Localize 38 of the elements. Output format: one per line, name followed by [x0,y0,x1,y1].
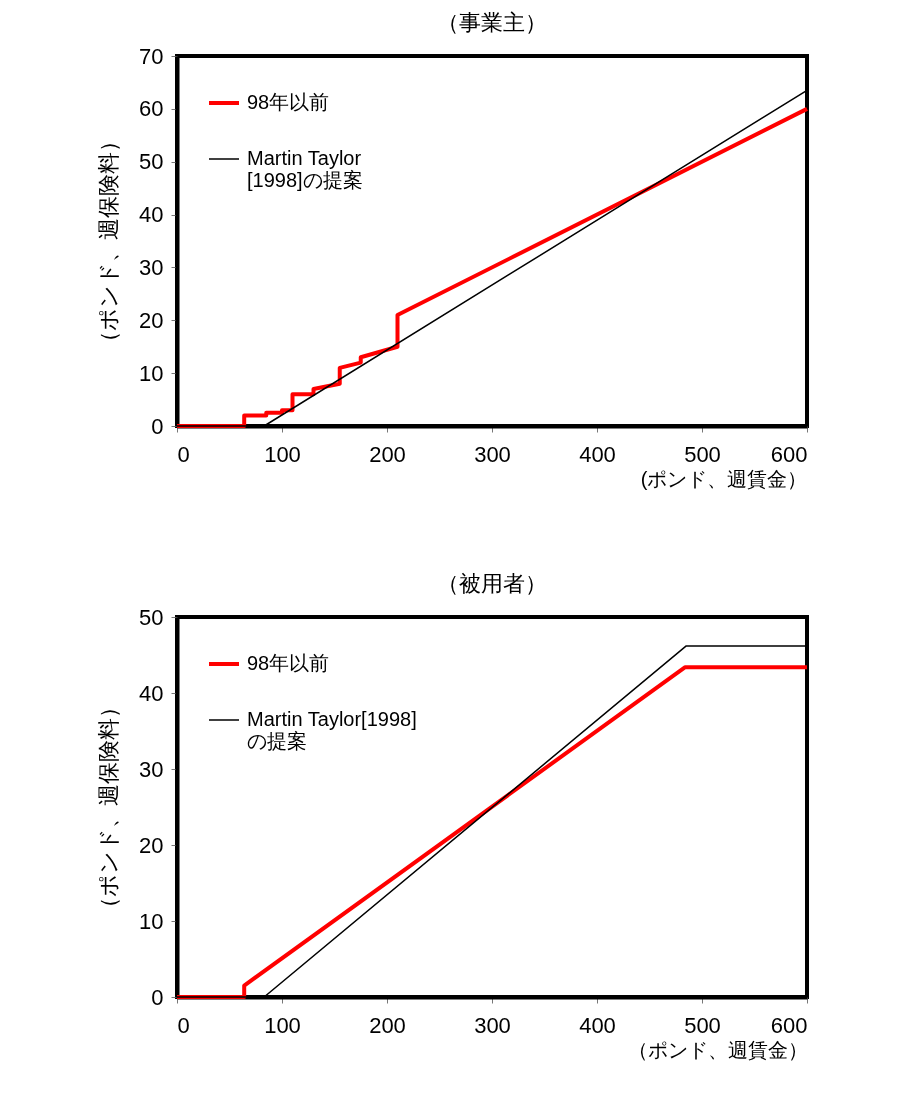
x-axis-title: （ポンド、週賃金） [627,1038,808,1061]
y-tick-label: 20 [139,832,164,858]
y-tick-label: 0 [151,413,164,439]
legend-label: 98年以前 [247,652,330,674]
y-tick-label: 10 [139,908,164,934]
x-tick-label: 300 [474,441,511,467]
y-tick-label: 50 [139,604,164,630]
x-tick-label: 400 [579,1012,616,1038]
y-tick-label: 10 [139,360,164,386]
x-tick-label: 300 [474,1012,511,1038]
x-tick-label: 500 [684,1012,721,1038]
y-tick-label: 30 [139,254,164,280]
legend-label: 98年以前 [247,91,330,113]
x-tick-label: 100 [264,1012,301,1038]
x-tick-label: 200 [369,441,406,467]
y-tick-label: 40 [139,680,164,706]
y-tick-label: 70 [139,43,164,69]
y-tick-label: 30 [139,756,164,782]
chart-title: （被用者） [437,571,547,596]
y-tick-label: 40 [139,202,164,228]
x-tick-label: 0 [177,1012,190,1038]
x-tick-label: 400 [579,441,616,467]
y-tick-label: 20 [139,307,164,333]
chart-title: （事業主） [437,10,547,35]
legend-label: Martin Taylor [1998]の提案 [247,147,363,191]
x-tick-label: 600 [770,441,808,467]
x-tick-label: 200 [369,1012,406,1038]
x-tick-label: 0 [177,441,190,467]
legend-label: Martin Taylor[1998] の提案 [247,708,417,752]
x-tick-label: 100 [264,441,301,467]
y-axis-title: （ポンド、週保険料） [96,696,122,919]
x-tick-label: 600 [770,1012,808,1038]
y-tick-label: 60 [139,96,164,122]
y-axis-title: （ポンド、週保険料） [96,130,122,353]
x-tick-label: 500 [684,441,721,467]
y-tick-label: 50 [139,149,164,175]
y-tick-label: 0 [151,984,164,1010]
x-axis-title: (ポンド、週賃金） [640,467,808,490]
